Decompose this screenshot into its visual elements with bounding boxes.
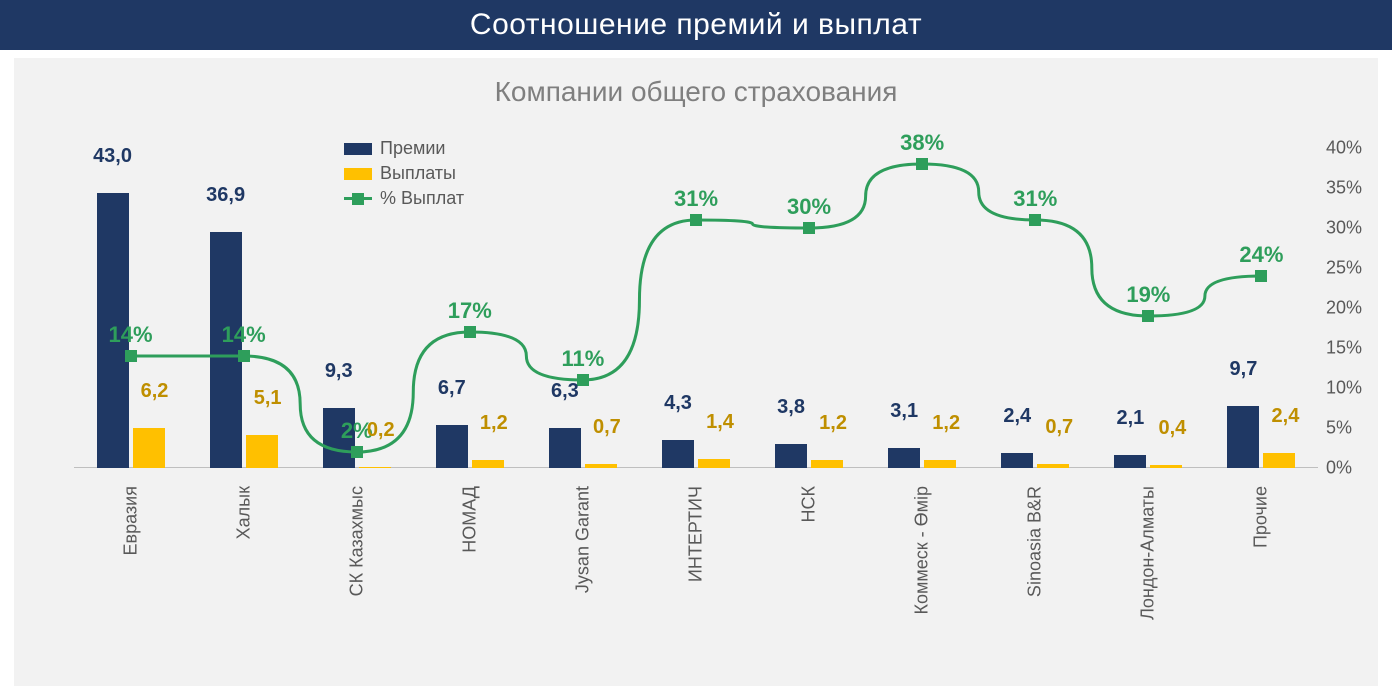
y-right-tick: 20% xyxy=(1326,298,1362,319)
label-pct: 24% xyxy=(1239,242,1283,268)
y-right-tick: 40% xyxy=(1326,138,1362,159)
x-category-label: Коммеск - Өмір xyxy=(912,486,933,615)
y-left-tick: 10 xyxy=(0,394,66,415)
y-right-tick: 25% xyxy=(1326,258,1362,279)
label-payout: 1,2 xyxy=(819,412,847,435)
label-premium: 9,3 xyxy=(325,360,353,383)
label-premium: 9,7 xyxy=(1230,358,1258,381)
pct-marker xyxy=(690,214,702,226)
plot-region: 010203040500%5%10%15%20%25%30%35%40%43,0… xyxy=(74,148,1318,468)
y-left-tick: 0 xyxy=(0,458,66,479)
label-premium: 36,9 xyxy=(206,184,245,207)
label-premium: 3,1 xyxy=(890,400,918,423)
label-payout: 1,4 xyxy=(706,411,734,434)
y-left-tick: 40 xyxy=(0,202,66,223)
header-bar: Соотношение премий и выплат xyxy=(0,0,1392,50)
x-category-label: НСК xyxy=(799,486,820,522)
x-category-label: Прочие xyxy=(1251,486,1272,548)
label-premium: 6,3 xyxy=(551,380,579,403)
x-category-label: Евразия xyxy=(120,486,141,555)
label-pct: 17% xyxy=(448,298,492,324)
label-payout: 0,4 xyxy=(1158,417,1186,440)
y-left-tick: 50 xyxy=(0,138,66,159)
pct-marker xyxy=(464,326,476,338)
label-payout: 1,2 xyxy=(480,412,508,435)
y-right-tick: 10% xyxy=(1326,378,1362,399)
label-pct: 31% xyxy=(674,186,718,212)
pct-marker xyxy=(1142,310,1154,322)
label-payout: 0,2 xyxy=(367,419,395,442)
pct-marker xyxy=(1029,214,1041,226)
label-pct: 31% xyxy=(1013,186,1057,212)
label-premium: 4,3 xyxy=(664,392,692,415)
header-title: Соотношение премий и выплат xyxy=(470,8,922,41)
x-category-label: НОМАД xyxy=(459,486,480,553)
x-category-label: Jysan Garant xyxy=(572,486,593,593)
label-payout: 2,4 xyxy=(1272,405,1300,428)
pct-marker xyxy=(238,350,250,362)
pct-marker xyxy=(1255,270,1267,282)
pct-marker xyxy=(351,446,363,458)
x-category-label: СК Казахмыс xyxy=(346,486,367,596)
x-category-label: Халык xyxy=(233,486,254,539)
label-pct: 19% xyxy=(1126,282,1170,308)
label-payout: 5,1 xyxy=(254,387,282,410)
label-pct: 14% xyxy=(222,322,266,348)
label-payout: 0,7 xyxy=(1045,416,1073,439)
x-category-label: ИНТЕРТИЧ xyxy=(686,486,707,582)
label-pct: 38% xyxy=(900,130,944,156)
label-premium: 43,0 xyxy=(93,145,132,168)
chart-subtitle: Компании общего страхования xyxy=(14,58,1378,108)
label-premium: 2,1 xyxy=(1116,407,1144,430)
y-right-tick: 15% xyxy=(1326,338,1362,359)
y-right-tick: 35% xyxy=(1326,178,1362,199)
label-pct: 14% xyxy=(109,322,153,348)
y-left-tick: 30 xyxy=(0,266,66,287)
label-payout: 0,7 xyxy=(593,416,621,439)
pct-marker xyxy=(803,222,815,234)
label-payout: 6,2 xyxy=(141,380,169,403)
label-payout: 1,2 xyxy=(932,412,960,435)
label-pct: 11% xyxy=(561,346,604,372)
label-pct: 30% xyxy=(787,194,831,220)
pct-marker xyxy=(125,350,137,362)
label-premium: 3,8 xyxy=(777,396,805,419)
y-right-tick: 5% xyxy=(1326,418,1352,439)
x-category-label: Лондон-Алматы xyxy=(1138,486,1159,620)
y-left-tick: 20 xyxy=(0,330,66,351)
label-premium: 6,7 xyxy=(438,377,466,400)
pct-marker xyxy=(916,158,928,170)
label-premium: 2,4 xyxy=(1003,405,1031,428)
chart-area: Компании общего страхования 010203040500… xyxy=(14,58,1378,686)
y-right-tick: 30% xyxy=(1326,218,1362,239)
y-right-tick: 0% xyxy=(1326,458,1352,479)
x-category-label: Sinoasia B&R xyxy=(1025,486,1046,597)
